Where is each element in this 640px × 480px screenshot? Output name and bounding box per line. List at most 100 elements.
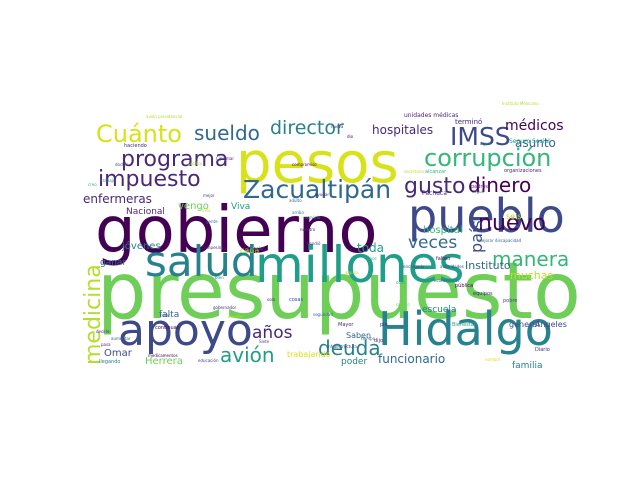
word-gobierno: gobierno — [95, 194, 377, 268]
word-medicamentos: medicamentos — [148, 353, 178, 358]
word-jovenes: jóvenes — [121, 240, 161, 252]
word-presupuesto: presupuesto — [97, 247, 581, 337]
word-pueblo: pueblo — [408, 189, 565, 243]
word-publica: pública — [455, 282, 473, 289]
word-publico: público — [188, 161, 203, 166]
word-omar: Omar — [104, 348, 133, 359]
word-decirle: decirle — [96, 329, 110, 334]
word-medicina: medicina — [81, 264, 106, 365]
word-manera: manera — [492, 247, 569, 271]
word-cosas: cosas — [289, 297, 303, 303]
word-hospitales: hospitales — [372, 123, 433, 137]
word-pie: pie — [380, 322, 388, 328]
word-vengo: vengo — [178, 201, 209, 212]
word-group: presupuestogobiernopesospueblomillonessa… — [81, 101, 581, 371]
word-encargado: encargado — [403, 264, 425, 269]
word-trabajo: trabajo — [101, 178, 116, 183]
word-medicos: médicos — [505, 118, 564, 134]
word-salud: salud — [145, 237, 258, 286]
word-organizaciones: organizaciones — [504, 168, 542, 174]
word-gente: gente — [206, 219, 218, 224]
word-nuevo: nuevo — [478, 211, 546, 236]
word-pobre: pobre — [503, 298, 517, 304]
word-alcanzar: alcanzar — [425, 169, 447, 175]
word-hospital: hospital — [423, 225, 463, 236]
word-deuda: deuda — [318, 336, 381, 360]
word-hidalgo: Hidalgo — [378, 302, 553, 356]
word-nacional: Nacional — [126, 207, 165, 217]
word-bien: bien — [215, 275, 224, 280]
word-compromiso: compromiso — [292, 162, 317, 167]
word-arriba: arriba — [292, 210, 304, 215]
word-infraestructura: infraestructura — [327, 344, 357, 349]
word-adulto: adulto — [289, 198, 302, 203]
word-unidades-medicas: unidades médicas — [404, 112, 458, 119]
word-impuesto: impuesto — [98, 167, 201, 192]
word-nombre: nombre — [485, 357, 501, 362]
word-programa: programa — [121, 147, 228, 172]
word-mayor: Mayor — [338, 322, 354, 328]
word-agua: agua — [480, 141, 491, 146]
word-dio: dio — [347, 134, 354, 139]
word-creo: creo — [88, 182, 97, 187]
word-doctor: doctor — [115, 162, 128, 167]
word-muchas: muchas — [510, 269, 553, 282]
word-instituto-mexicano: Instituto Mexicano — [502, 101, 539, 106]
word-llegando: llegando — [99, 359, 121, 365]
word-gobernador: gobernador — [213, 305, 237, 310]
word-pais: país — [467, 220, 486, 253]
word-economistas: economistas — [434, 278, 459, 283]
word-trabajando: trabajando — [287, 350, 331, 359]
word-bienestar: Bienestar — [452, 322, 477, 328]
word-alguna: alguna — [345, 270, 359, 275]
word-escuela: escuela — [422, 305, 456, 315]
word-seis: seis — [506, 212, 521, 221]
word-instituto: Instituto — [465, 259, 511, 272]
word-autoridades: autoridades — [440, 264, 464, 269]
word-corrupcion: corrupción — [424, 144, 551, 172]
word-millones: millones — [255, 236, 464, 294]
word-servicio: servicio — [305, 215, 321, 220]
word-pasa: pasa — [101, 342, 111, 347]
word-familia: familia — [512, 361, 542, 371]
word-villa: Villa — [202, 208, 211, 213]
word-solo: solo — [267, 297, 276, 302]
word-cuanto: cuanto — [396, 302, 410, 307]
word-poder: poder — [341, 357, 367, 367]
word-siete: Siete — [259, 339, 270, 344]
word-hace: hace — [367, 256, 377, 261]
word-seguridad: seguridad — [313, 312, 333, 317]
word-director: director — [270, 117, 344, 139]
word-nuestro: nuestro — [300, 227, 316, 232]
word-funcionario: funcionario — [378, 352, 445, 366]
word-enfermeras: enfermeras — [83, 192, 152, 206]
word-secretario: secretario — [404, 169, 425, 174]
word-sueldo: sueldo — [194, 121, 260, 145]
word-dinero: dinero — [468, 173, 531, 197]
word-nueva: nueva — [331, 124, 344, 129]
word-educacion: educación — [198, 358, 219, 363]
word-apoyo: apoyo — [118, 305, 253, 356]
word-ayudar: ayudar — [315, 192, 329, 197]
word-diario: Diario — [535, 347, 550, 353]
word-cada: cada — [240, 246, 259, 255]
word-herrera: Herrera — [145, 356, 183, 367]
word-atender: atender — [228, 314, 244, 319]
word-pachuca: Pachuca — [422, 190, 447, 197]
word-veces: veces — [408, 233, 457, 253]
word-equipos: equipos — [473, 291, 493, 297]
word-ocho: ocho — [396, 280, 406, 285]
word-zacualtipan: Zacualtipán — [243, 175, 391, 204]
word-vendio: vendió — [307, 241, 321, 246]
word-ciplamar: Ciplamar — [216, 156, 234, 161]
word-avion-presidencial: avión presidencial — [146, 114, 182, 119]
word-asunto: asunto — [515, 136, 556, 150]
word-aumentar: aumentar — [111, 336, 131, 341]
word-general: general — [509, 320, 539, 329]
word-dijo: dijo — [374, 338, 383, 344]
word-falten: falten — [436, 256, 450, 262]
word-trabajar: trabajar — [248, 246, 264, 251]
word-anos: años — [252, 323, 293, 343]
